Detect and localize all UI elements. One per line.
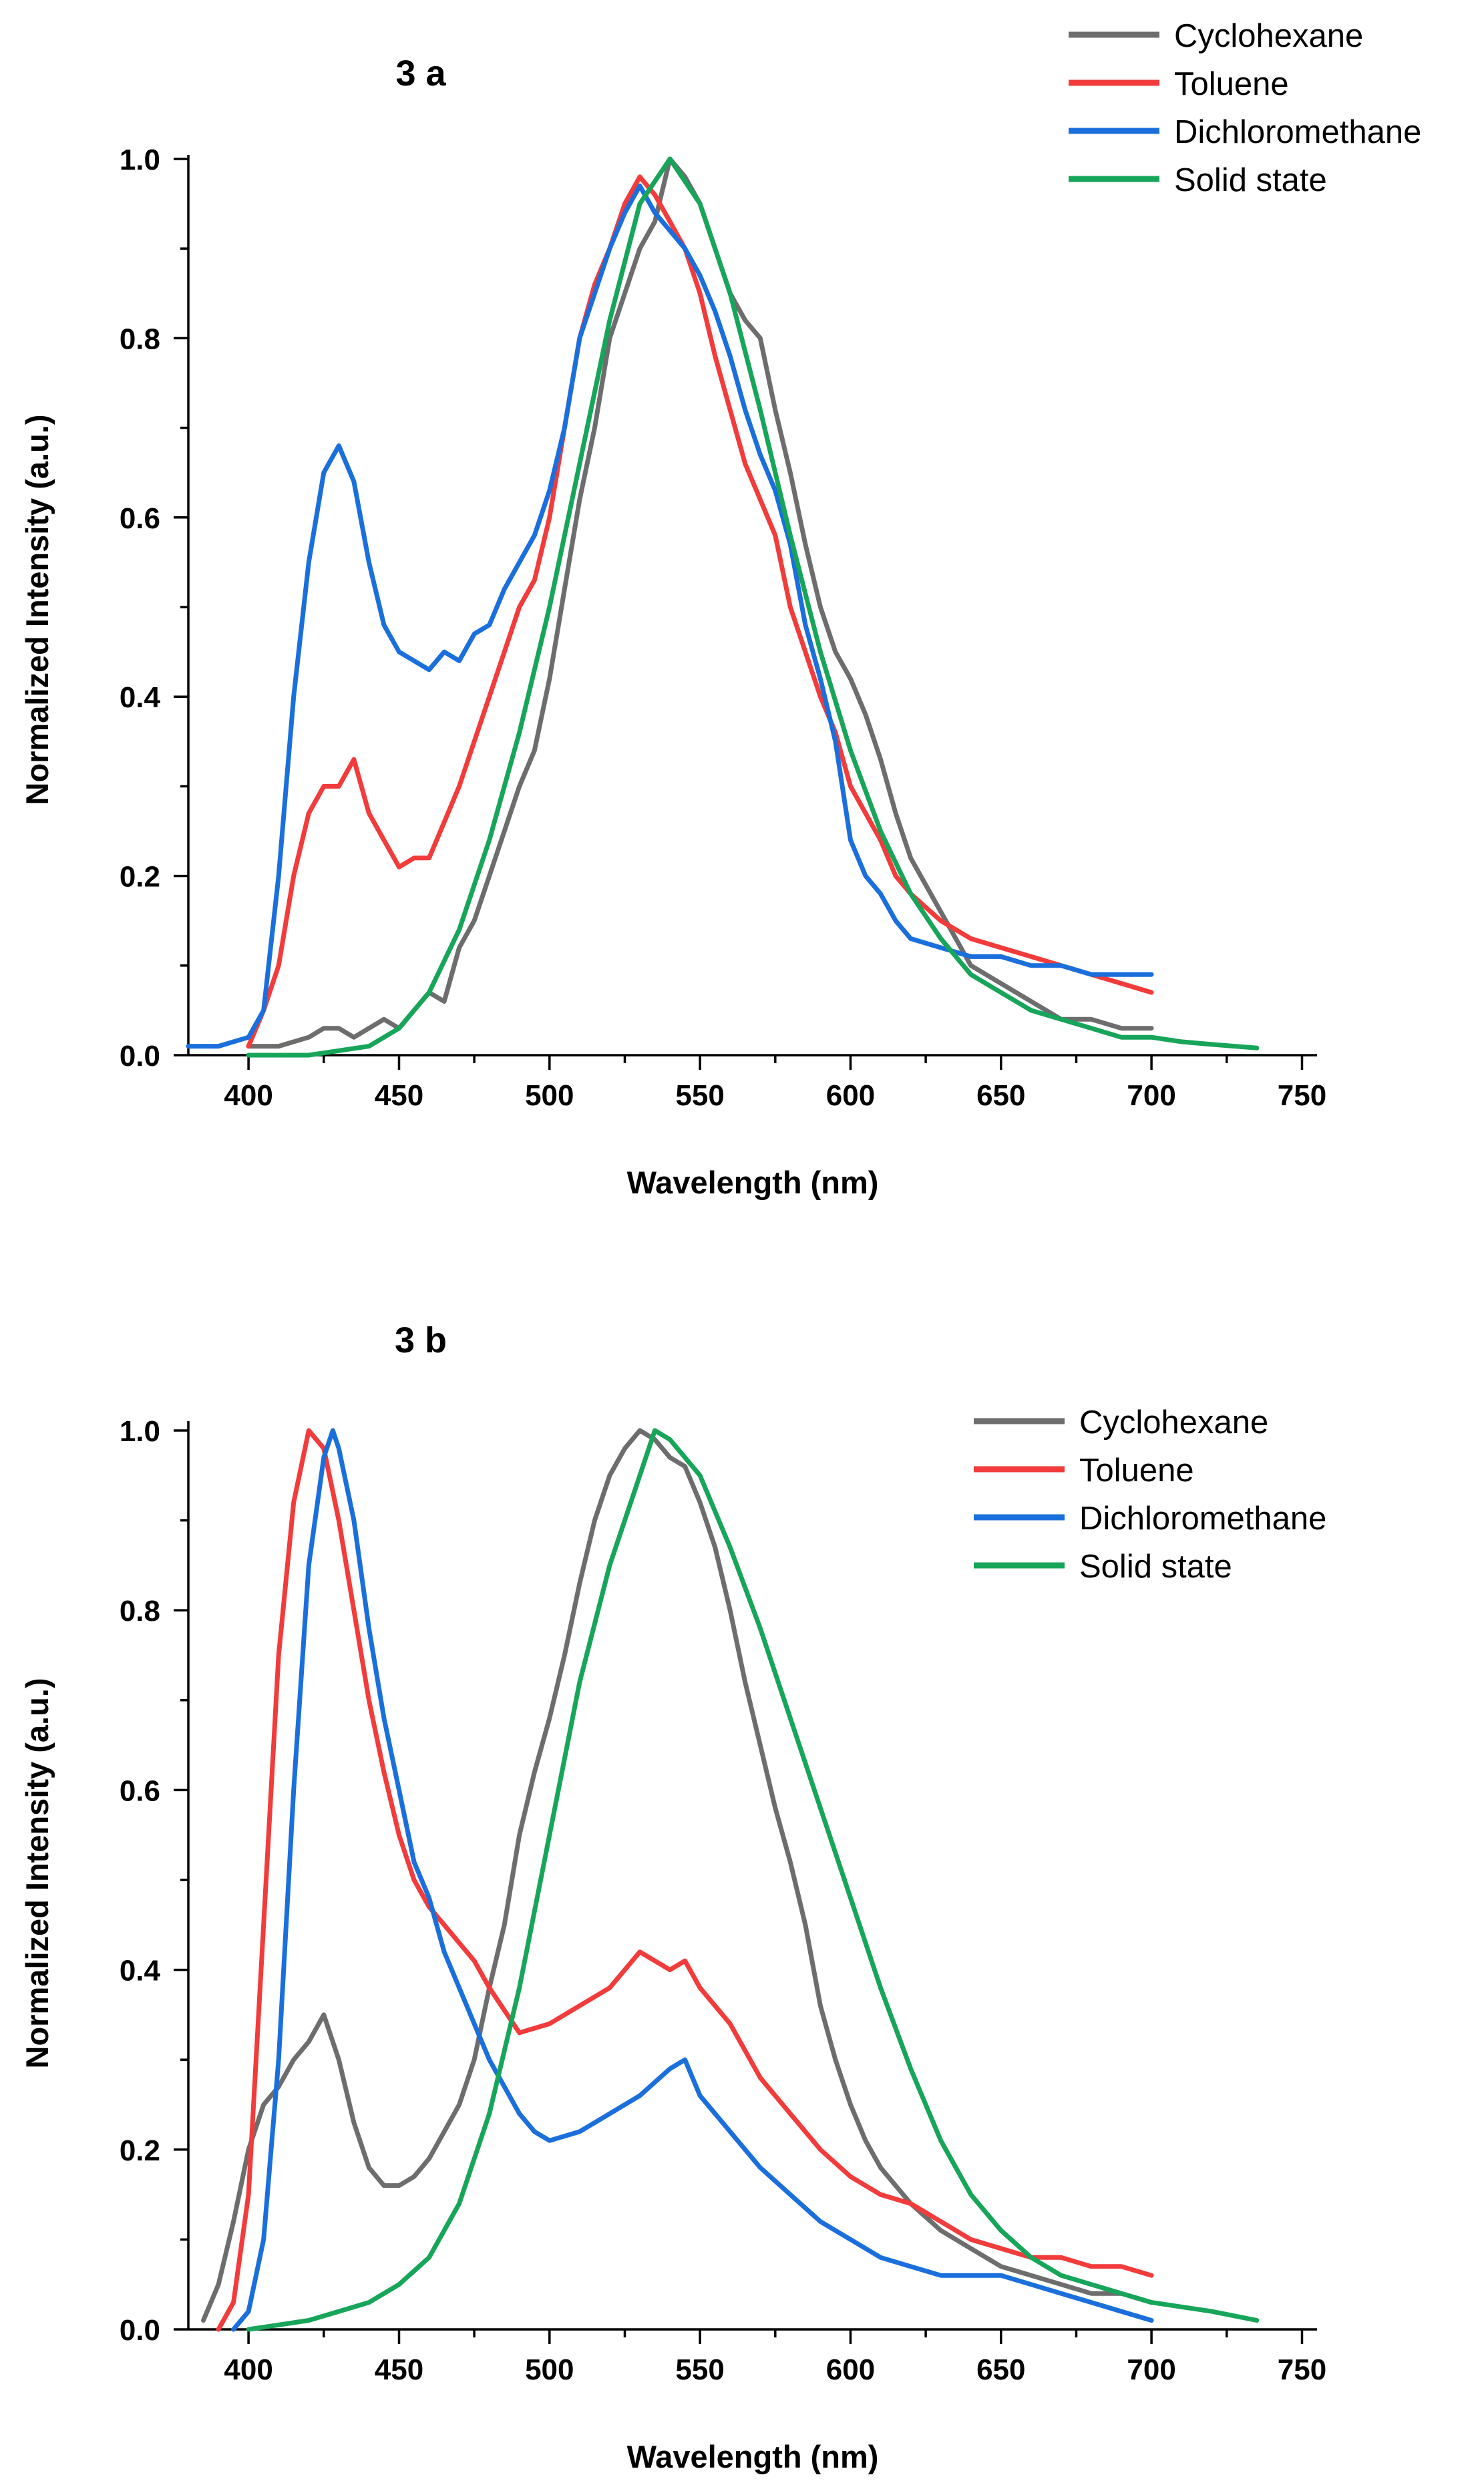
y-tick-label: 0.8	[120, 1595, 160, 1628]
legend: Cyclohexane Toluene Dichloromethane Soli…	[1069, 18, 1421, 198]
y-tick-label: 1.0	[120, 1415, 160, 1448]
y-tick-label: 0.4	[120, 1955, 161, 1987]
y-axis-label: Normalized Intensity (a.u.)	[19, 415, 55, 805]
x-tick-label: 650	[976, 2353, 1025, 2386]
y-tick-label: 0.2	[120, 2134, 160, 2167]
y-tick-marks	[174, 158, 188, 1057]
x-axis-label: Wavelength (nm)	[627, 1165, 879, 1200]
legend-label-dichloromethane: Dichloromethane	[1079, 1501, 1326, 1537]
x-tick-label: 500	[525, 1079, 574, 1112]
legend-label-solid-state: Solid state	[1174, 162, 1327, 198]
x-tick-marks	[247, 1055, 1304, 1070]
series-line-toluene	[216, 1428, 1154, 2332]
y-tick-label: 1.0	[120, 144, 160, 176]
x-tick-label: 400	[224, 1079, 272, 1112]
x-tick-marks	[247, 2329, 1304, 2344]
y-tick-label: 0.6	[120, 502, 160, 535]
series-line-dichloromethane	[186, 183, 1154, 1049]
x-tick-label: 700	[1127, 1079, 1175, 1112]
x-tick-label: 500	[525, 2353, 574, 2386]
series-line-dichloromethane	[231, 1428, 1154, 2332]
x-tick-label: 550	[675, 2353, 724, 2386]
y-tick-label: 0.6	[120, 1774, 160, 1807]
x-tick-label: 750	[1278, 2353, 1326, 2386]
x-tick-label: 600	[826, 1079, 875, 1112]
x-axis-label: Wavelength (nm)	[627, 2439, 879, 2474]
x-tick-label: 700	[1127, 2353, 1175, 2386]
legend-label-toluene: Toluene	[1079, 1453, 1194, 1489]
series-line-solid-state	[246, 1428, 1260, 2332]
y-tick-label: 0.8	[120, 323, 160, 355]
legend-label-cyclohexane: Cyclohexane	[1174, 18, 1363, 54]
x-tick-label: 450	[375, 2353, 423, 2386]
x-tick-labels: 400 450 500 550 600 650 700 750	[224, 2353, 1326, 2386]
chart-title: 3 b	[395, 1320, 447, 1360]
y-tick-label: 0.0	[120, 2314, 160, 2347]
legend-label-solid-state: Solid state	[1079, 1549, 1232, 1585]
x-tick-labels: 400 450 500 550 600 650 700 750	[224, 1079, 1326, 1112]
series-line-cyclohexane	[201, 1428, 1154, 2323]
y-tick-label: 0.0	[120, 1040, 160, 1073]
y-tick-label: 0.2	[120, 861, 160, 894]
x-tick-label: 750	[1278, 1079, 1326, 1112]
y-tick-labels: 0.0 0.2 0.4 0.6 0.8 1.0	[120, 1415, 161, 2347]
series-line-solid-state	[246, 156, 1260, 1058]
plot-area	[201, 1428, 1260, 2332]
y-axis-label: Normalized Intensity (a.u.)	[19, 1678, 55, 2069]
legend-label-dichloromethane: Dichloromethane	[1174, 114, 1421, 150]
plot-area	[186, 156, 1260, 1058]
x-tick-label: 650	[976, 1079, 1025, 1112]
legend: Cyclohexane Toluene Dichloromethane Soli…	[974, 1404, 1326, 1585]
chart-panel-3a: 3 a Normalized Intensity (a.u.) Waveleng…	[19, 18, 1421, 1200]
x-tick-label: 400	[224, 2353, 272, 2386]
y-tick-label: 0.4	[120, 681, 161, 714]
x-tick-label: 600	[826, 2353, 875, 2386]
x-tick-label: 550	[675, 1079, 724, 1112]
chart-panel-3b: 3 b Normalized Intensity (a.u.) Waveleng…	[19, 1320, 1326, 2474]
x-tick-label: 450	[375, 1079, 423, 1112]
y-tick-marks	[174, 1429, 188, 2331]
legend-label-cyclohexane: Cyclohexane	[1079, 1404, 1268, 1441]
y-tick-labels: 0.0 0.2 0.4 0.6 0.8 1.0	[120, 144, 161, 1073]
legend-label-toluene: Toluene	[1174, 66, 1289, 102]
series-line-toluene	[246, 174, 1154, 1049]
chart-title: 3 a	[395, 53, 446, 93]
